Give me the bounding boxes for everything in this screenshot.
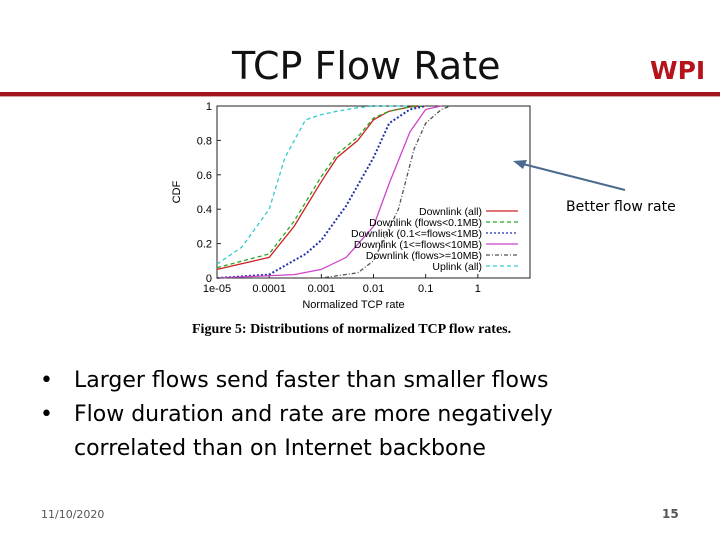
x-tick-label: 0.0001 [252, 283, 286, 295]
y-tick-label: 0.8 [197, 135, 212, 147]
series-line [216, 105, 426, 269]
bullet-list: • Larger flows send faster than smaller f… [40, 364, 640, 466]
figure-caption: Figure 5: Distributions of normalized TC… [192, 322, 512, 337]
bullet-item: • Flow duration and rate are more negativ… [40, 398, 640, 466]
title-rule-shadow [0, 96, 720, 97]
y-tick-label: 0.2 [197, 239, 212, 251]
legend-label: Downlink (flows<0.1MB) [369, 217, 482, 229]
slide-date: 11/10/2020 [41, 508, 105, 521]
x-tick-label: 0.1 [418, 283, 433, 295]
series-line [216, 105, 442, 279]
annotation-arrow [513, 160, 626, 191]
wpi-logo: WPI [650, 56, 706, 85]
title-rule [0, 92, 720, 96]
y-tick-label: 1 [206, 101, 212, 113]
x-tick-label: 1e-05 [203, 283, 231, 295]
bullet-text: Flow duration and rate are more negative… [74, 402, 553, 461]
legend-label: Downlink (all) [419, 206, 482, 218]
legend-label: Downlink (0.1<=flows<1MB) [351, 228, 482, 240]
bullet-item: • Larger flows send faster than smaller f… [40, 364, 640, 398]
legend-label: Downlink (1<=flows<10MB) [354, 239, 482, 251]
bullet-text: Larger flows send faster than smaller fl… [74, 368, 549, 393]
page-number: 15 [662, 507, 679, 521]
y-axis-label: CDF [171, 180, 183, 203]
x-axis-label: Normalized TCP rate [302, 299, 404, 311]
x-tick-label: 0.01 [363, 283, 384, 295]
cdf-chart: 0 0.2 0.4 0.6 0.8 1 1e-05 0.0001 0.001 0.01 0.1 1 No… [171, 101, 531, 311]
annotation-better-flow-rate: Better flow rate [566, 199, 676, 215]
bullet-dot: • [40, 368, 53, 393]
x-tick-label: 1 [475, 283, 481, 295]
series-line [216, 105, 410, 265]
legend-label: Uplink (all) [432, 261, 482, 273]
legend-label: Downlink (flows>=10MB) [366, 250, 482, 262]
y-tick-label: 0.4 [197, 204, 212, 216]
x-tick-label: 0.001 [308, 283, 336, 295]
series-line [216, 105, 426, 279]
bullet-dot: • [40, 402, 53, 427]
series-line [217, 105, 451, 279]
plot-frame [216, 105, 531, 279]
y-tick-label: 0 [206, 273, 212, 285]
y-tick-label: 0.6 [197, 170, 212, 182]
slide-title: TCP Flow Rate [232, 44, 501, 88]
